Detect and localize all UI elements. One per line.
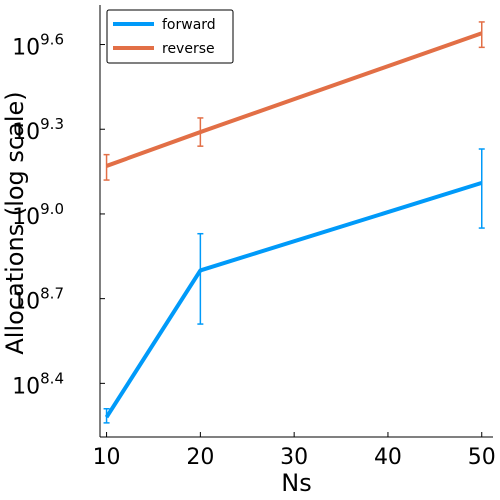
error-bar bbox=[478, 21, 485, 49]
x-tick-label: 40 bbox=[374, 445, 402, 470]
x-tick-label: 50 bbox=[468, 445, 496, 470]
y-tick-label: 109.0 bbox=[12, 200, 64, 230]
y-tick-label: 109.3 bbox=[12, 115, 64, 145]
y-tick-label: 109.6 bbox=[12, 31, 64, 61]
x-tick-label: 30 bbox=[280, 445, 308, 470]
error-bar bbox=[103, 153, 110, 181]
error-bar bbox=[197, 232, 204, 325]
legend: forward reverse bbox=[106, 9, 234, 64]
legend-label-reverse: reverse bbox=[162, 41, 215, 57]
error-bar bbox=[197, 117, 204, 147]
series-line-forward bbox=[104, 180, 483, 419]
x-tick-label: 10 bbox=[93, 445, 121, 470]
y-axis-title: Allocations (log scale) bbox=[1, 91, 29, 354]
y-tick-label: 108.4 bbox=[12, 369, 64, 399]
x-axis-title: Ns bbox=[281, 469, 311, 497]
axes bbox=[99, 5, 493, 438]
y-tick-label: 108.7 bbox=[12, 285, 64, 315]
y-ticks: 108.4 108.7 109.0 109.3 109.6 bbox=[12, 31, 105, 399]
error-bar bbox=[478, 148, 485, 229]
error-bar bbox=[103, 408, 110, 424]
x-ticks: 10 20 30 40 50 bbox=[93, 432, 496, 470]
legend-label-forward: forward bbox=[162, 17, 216, 33]
series-layer bbox=[103, 21, 485, 424]
x-tick-label: 20 bbox=[186, 445, 214, 470]
